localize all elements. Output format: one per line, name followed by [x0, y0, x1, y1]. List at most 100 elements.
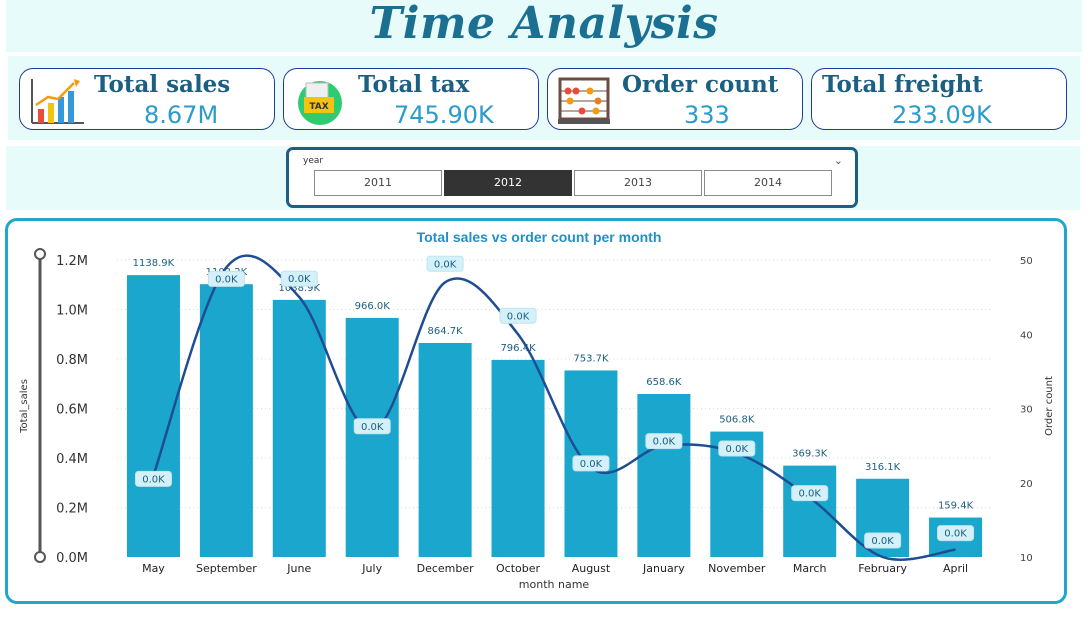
x-tick-label: June [286, 562, 311, 575]
bar-data-label: 159.4K [938, 501, 974, 512]
line-label-pill [280, 270, 318, 287]
x-axis-title: month name [519, 578, 590, 591]
slider-handle-top [34, 248, 46, 260]
line-label-pill [864, 532, 902, 549]
page-title: Time Analysis [369, 0, 719, 49]
line-label-text: 0.0K [215, 274, 238, 285]
bar-chart-icon [31, 79, 84, 124]
kpi-title: Total sales [94, 71, 231, 98]
bar-march [783, 465, 837, 557]
y-tick-label: 0.2M [56, 502, 88, 517]
line-label-pill [937, 525, 975, 542]
bar-october [491, 359, 545, 557]
x-tick-label: December [417, 562, 475, 575]
bar-july [345, 317, 399, 557]
x-tick-label: April [943, 562, 968, 575]
line-label-pill [353, 418, 391, 435]
y-tick-label: 1.2M [56, 254, 88, 269]
kpi-card-total-tax[interactable]: TAX Total tax 745.90K [283, 68, 539, 130]
line-data-label: 0.0K [864, 532, 902, 549]
y-tick-label: 0.8M [56, 353, 88, 368]
bar-data-label: 1138.9K [133, 258, 175, 269]
kpi-title: Total freight [822, 71, 983, 98]
kpi-card-order-count[interactable]: Order count 333 [547, 68, 803, 130]
abacus-icon [558, 77, 610, 124]
y-tick-label: 0.0M [56, 551, 88, 566]
bar-data-label: 316.1K [865, 462, 901, 473]
bar-data-label: 753.7K [573, 353, 609, 364]
line-label-text: 0.0K [507, 311, 530, 322]
line-data-label: 0.0K [645, 433, 683, 450]
bar-data-label: 506.8K [719, 415, 755, 426]
tax-icon: TAX [298, 81, 342, 125]
x-tick-label: May [142, 562, 165, 575]
x-tick-label: February [858, 562, 907, 575]
line-label-text: 0.0K [142, 474, 165, 485]
kpi-card-total-sales[interactable]: Total sales 8.67M [19, 68, 275, 130]
y2-tick-label: 50 [1020, 256, 1033, 267]
bar-january [637, 393, 691, 557]
y2-axis-title: Order count [1044, 376, 1055, 436]
line-data-label: 0.0K [791, 485, 829, 502]
kpi-value: 333 [684, 101, 730, 129]
line-label-text: 0.0K [726, 444, 749, 455]
svg-text:TAX: TAX [309, 102, 328, 112]
line-data-label: 0.0K [572, 455, 610, 472]
y2-tick-label: 10 [1020, 553, 1033, 564]
kpi-title: Order count [622, 71, 779, 98]
line-label-pill [645, 433, 683, 450]
y-tick-label: 0.4M [56, 452, 88, 467]
kpi-title: Total tax [358, 71, 470, 98]
x-tick-label: March [793, 562, 827, 575]
line-data-label: 0.0K [207, 270, 245, 287]
bar-data-label: 864.7K [428, 326, 464, 337]
line-label-text: 0.0K [288, 274, 311, 285]
x-tick-label: November [708, 562, 766, 575]
x-tick-label: August [572, 562, 611, 575]
x-tick-label: September [196, 562, 257, 575]
chart-title: Total sales vs order count per month [416, 229, 662, 245]
x-tick-label: October [496, 562, 540, 575]
year-slicer: year ⌄ 2011 2012 2013 2014 [286, 147, 858, 208]
x-tick-label: July [361, 562, 382, 575]
line-label-pill [499, 307, 537, 324]
title-band [6, 0, 1082, 52]
line-label-text: 0.0K [944, 529, 967, 540]
line-data-label: 0.0K [426, 255, 464, 272]
kpi-value: 745.90K [394, 101, 494, 129]
line-label-text: 0.0K [434, 259, 457, 270]
line-data-label: 0.0K [499, 307, 537, 324]
line-label-pill [791, 485, 829, 502]
line-data-label: 0.0K [134, 470, 172, 487]
bar-data-label: 796.4K [500, 343, 536, 354]
kpi-value: 8.67M [144, 101, 219, 129]
bar-data-label: 369.3K [792, 449, 828, 460]
y2-tick-label: 30 [1020, 405, 1033, 416]
bar-december [418, 342, 472, 557]
line-data-label: 0.0K [280, 270, 318, 287]
line-label-text: 0.0K [798, 489, 821, 500]
line-data-label: 0.0K [353, 418, 391, 435]
year-tile-2014[interactable]: 2014 [704, 170, 832, 196]
bar-september [199, 284, 253, 557]
kpi-card-total-freight[interactable]: Total freight 233.09K [811, 68, 1067, 130]
year-tile-2013[interactable]: 2013 [574, 170, 702, 196]
line-label-pill [718, 440, 756, 457]
chevron-down-icon[interactable]: ⌄ [833, 154, 843, 167]
y-tick-label: 1.0M [56, 304, 88, 319]
line-label-pill [572, 455, 610, 472]
line-label-text: 0.0K [871, 536, 894, 547]
year-tile-2012[interactable]: 2012 [444, 170, 572, 196]
slider-handle-bottom [34, 551, 46, 563]
bar-june [272, 299, 326, 557]
year-tile-2011[interactable]: 2011 [314, 170, 442, 196]
line-label-pill [134, 470, 172, 487]
line-label-text: 0.0K [361, 422, 384, 433]
line-data-label: 0.0K [718, 440, 756, 457]
line-label-pill [426, 255, 464, 272]
y2-tick-label: 40 [1020, 330, 1033, 341]
bar-data-label: 658.6K [646, 377, 682, 388]
bar-data-label: 1038.9K [279, 283, 321, 294]
line-label-pill [207, 270, 245, 287]
